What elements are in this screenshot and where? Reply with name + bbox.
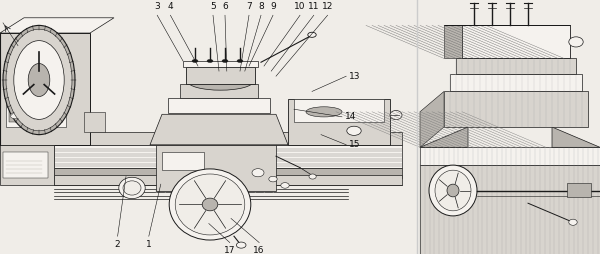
Bar: [54, 168, 402, 178]
Text: 6: 6: [222, 3, 228, 11]
Bar: [567, 183, 591, 197]
Bar: [288, 99, 390, 145]
Ellipse shape: [569, 37, 583, 47]
Ellipse shape: [207, 59, 213, 62]
Ellipse shape: [435, 170, 471, 211]
Ellipse shape: [569, 219, 577, 225]
Bar: [0, 145, 54, 185]
Text: 14: 14: [345, 112, 356, 121]
Text: 13: 13: [349, 72, 361, 81]
Bar: [6, 97, 66, 127]
Bar: [294, 99, 384, 122]
Polygon shape: [54, 132, 402, 145]
Ellipse shape: [192, 59, 198, 62]
Ellipse shape: [6, 29, 72, 131]
Bar: [84, 112, 105, 132]
Ellipse shape: [308, 32, 316, 37]
Bar: [9, 109, 33, 122]
Bar: [450, 74, 582, 91]
Polygon shape: [444, 91, 588, 127]
Bar: [456, 58, 576, 74]
Ellipse shape: [187, 72, 254, 90]
Ellipse shape: [22, 113, 32, 119]
Ellipse shape: [169, 169, 251, 240]
Polygon shape: [420, 147, 600, 165]
Polygon shape: [54, 145, 402, 168]
Ellipse shape: [347, 126, 361, 135]
Ellipse shape: [10, 113, 20, 119]
Text: 17: 17: [224, 246, 236, 254]
Polygon shape: [420, 127, 468, 147]
Ellipse shape: [237, 59, 243, 62]
Bar: [162, 152, 204, 170]
Polygon shape: [0, 33, 90, 145]
Bar: [183, 61, 258, 67]
Text: 2: 2: [115, 240, 121, 249]
Bar: [186, 67, 255, 84]
Text: 10: 10: [294, 3, 306, 11]
Ellipse shape: [3, 25, 75, 135]
Ellipse shape: [202, 198, 218, 211]
Text: 5: 5: [210, 3, 216, 11]
Polygon shape: [150, 114, 288, 145]
Ellipse shape: [429, 165, 477, 216]
Ellipse shape: [269, 176, 277, 182]
Ellipse shape: [119, 177, 145, 199]
Text: 9: 9: [270, 3, 276, 11]
Ellipse shape: [123, 181, 141, 195]
Ellipse shape: [306, 107, 342, 117]
Text: 16: 16: [253, 246, 265, 254]
Ellipse shape: [447, 184, 459, 197]
Ellipse shape: [175, 174, 245, 235]
Polygon shape: [444, 25, 462, 58]
Text: 15: 15: [349, 140, 361, 149]
Ellipse shape: [28, 64, 50, 97]
Bar: [462, 25, 570, 58]
Ellipse shape: [252, 169, 264, 177]
Bar: [54, 175, 402, 185]
Text: 8: 8: [258, 3, 264, 11]
Text: 11: 11: [308, 3, 320, 11]
Bar: [180, 84, 258, 98]
Polygon shape: [0, 18, 114, 33]
Bar: [3, 152, 48, 178]
Text: 7: 7: [246, 3, 252, 11]
Ellipse shape: [236, 242, 246, 248]
Text: 3: 3: [154, 3, 160, 11]
Polygon shape: [552, 127, 600, 147]
Ellipse shape: [309, 174, 316, 179]
Ellipse shape: [281, 183, 289, 188]
Polygon shape: [420, 91, 444, 147]
Text: 12: 12: [322, 3, 333, 11]
Ellipse shape: [390, 110, 402, 120]
Bar: [156, 145, 276, 190]
Bar: [168, 98, 270, 113]
Text: 4: 4: [167, 3, 173, 11]
Ellipse shape: [222, 59, 228, 62]
Ellipse shape: [14, 41, 64, 119]
Text: 1: 1: [146, 240, 152, 249]
Polygon shape: [420, 165, 600, 254]
